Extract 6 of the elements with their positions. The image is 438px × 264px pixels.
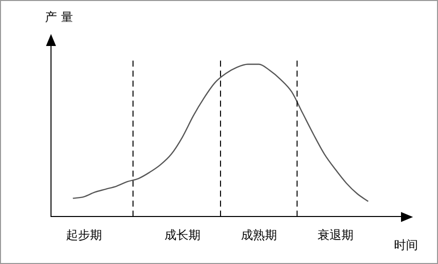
x-tick-label: 起步期: [66, 228, 102, 242]
x-axis-title: 时间: [394, 237, 418, 254]
y-axis-title: 产量: [45, 9, 77, 26]
x-tick-label: 成熟期: [240, 228, 277, 242]
x-tick-label: 衰退期: [317, 228, 354, 242]
x-tick-label: 成长期: [164, 228, 200, 242]
